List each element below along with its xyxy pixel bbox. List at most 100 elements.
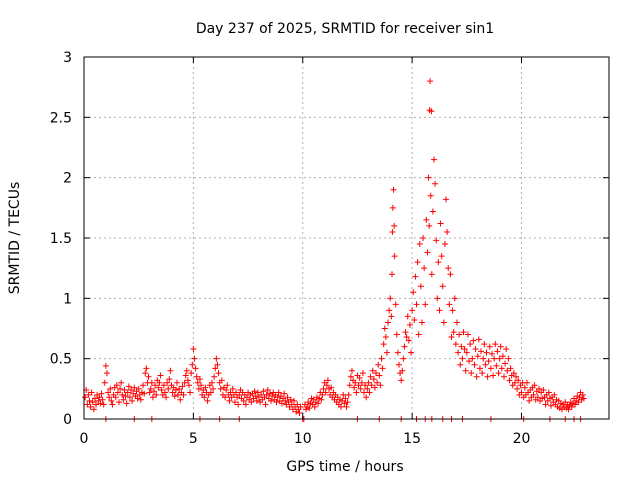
- data-point: [98, 390, 105, 397]
- data-point: [273, 399, 280, 406]
- data-point: [404, 313, 411, 320]
- data-point: [143, 365, 150, 372]
- data-point: [386, 307, 393, 314]
- x-tick-label: 20: [513, 431, 531, 447]
- data-point: [322, 389, 329, 396]
- data-point: [202, 384, 209, 391]
- data-point: [129, 397, 136, 404]
- data-point: [183, 367, 190, 374]
- data-point: [421, 265, 428, 272]
- data-point: [182, 372, 189, 379]
- data-point: [347, 373, 354, 380]
- data-point: [224, 382, 231, 389]
- data-point: [472, 346, 479, 353]
- data-point: [536, 385, 542, 392]
- data-point: [91, 395, 98, 402]
- data-point: [118, 379, 125, 386]
- data-point: [107, 385, 114, 392]
- data-point: [126, 394, 133, 401]
- data-point: [493, 362, 500, 369]
- data-point: [361, 389, 367, 396]
- data-point: [212, 365, 219, 372]
- data-point: [485, 358, 492, 365]
- data-point: [365, 379, 372, 386]
- data-point: [476, 365, 483, 372]
- data-point: [420, 235, 427, 241]
- data-point: [268, 397, 275, 404]
- x-tick-label: 0: [80, 431, 89, 447]
- data-point: [411, 317, 418, 324]
- data-point: [263, 391, 270, 398]
- data-point: [88, 389, 95, 396]
- data-point: [425, 174, 432, 181]
- data-point: [352, 379, 359, 386]
- data-point: [353, 389, 360, 396]
- data-point: [382, 333, 389, 340]
- data-point: [429, 208, 436, 215]
- data-point: [198, 382, 205, 389]
- data-point: [393, 331, 400, 338]
- data-point: [433, 237, 440, 244]
- data-point: [414, 259, 421, 266]
- data-point: [401, 343, 408, 350]
- y-axis-label: SRMTID / TECUs: [7, 182, 23, 295]
- data-point: [482, 361, 489, 368]
- data-point: [513, 373, 520, 380]
- x-tick-label: 10: [294, 431, 312, 447]
- data-point: [121, 387, 128, 394]
- data-point: [123, 400, 130, 407]
- data-point: [496, 355, 503, 362]
- data-point: [464, 331, 471, 338]
- data-point: [469, 355, 476, 362]
- data-point: [264, 387, 271, 394]
- data-point: [141, 390, 148, 397]
- data-point: [450, 329, 457, 336]
- data-point: [90, 406, 97, 413]
- data-point: [172, 387, 179, 394]
- data-point: [481, 341, 488, 348]
- data-point: [82, 394, 89, 401]
- data-point: [505, 355, 512, 362]
- data-point: [551, 391, 558, 398]
- data-point: [410, 289, 417, 296]
- data-point: [180, 391, 187, 398]
- data-point: [378, 355, 385, 362]
- data-point: [319, 391, 326, 398]
- data-point: [540, 387, 547, 394]
- data-point: [427, 78, 434, 85]
- data-point: [135, 385, 142, 392]
- data-point: [204, 397, 211, 404]
- data-point: [194, 379, 201, 386]
- data-point: [504, 367, 511, 374]
- data-point: [112, 394, 119, 401]
- data-point: [161, 389, 168, 396]
- data-point: [502, 360, 509, 367]
- data-point: [499, 353, 506, 360]
- data-point: [413, 301, 420, 308]
- data-point: [406, 321, 413, 328]
- data-point: [311, 403, 318, 410]
- data-point: [388, 313, 395, 320]
- data-point: [119, 391, 126, 398]
- data-point: [438, 253, 445, 260]
- data-point: [340, 391, 347, 398]
- data-point: [575, 399, 582, 406]
- data-point: [128, 387, 135, 394]
- axis-ticks: [83, 56, 609, 420]
- data-point: [389, 271, 395, 278]
- data-point: [211, 373, 218, 380]
- data-point: [84, 401, 91, 408]
- data-point: [351, 384, 358, 391]
- data-point: [254, 389, 261, 396]
- y-tick-label: 1: [63, 291, 72, 307]
- data-point: [262, 401, 269, 408]
- data-point: [227, 389, 234, 396]
- data-point: [342, 395, 349, 402]
- data-point: [498, 365, 505, 372]
- data-point: [165, 385, 172, 392]
- data-point: [487, 365, 494, 372]
- data-point: [458, 343, 465, 350]
- data-point: [392, 301, 399, 308]
- data-point: [447, 271, 454, 278]
